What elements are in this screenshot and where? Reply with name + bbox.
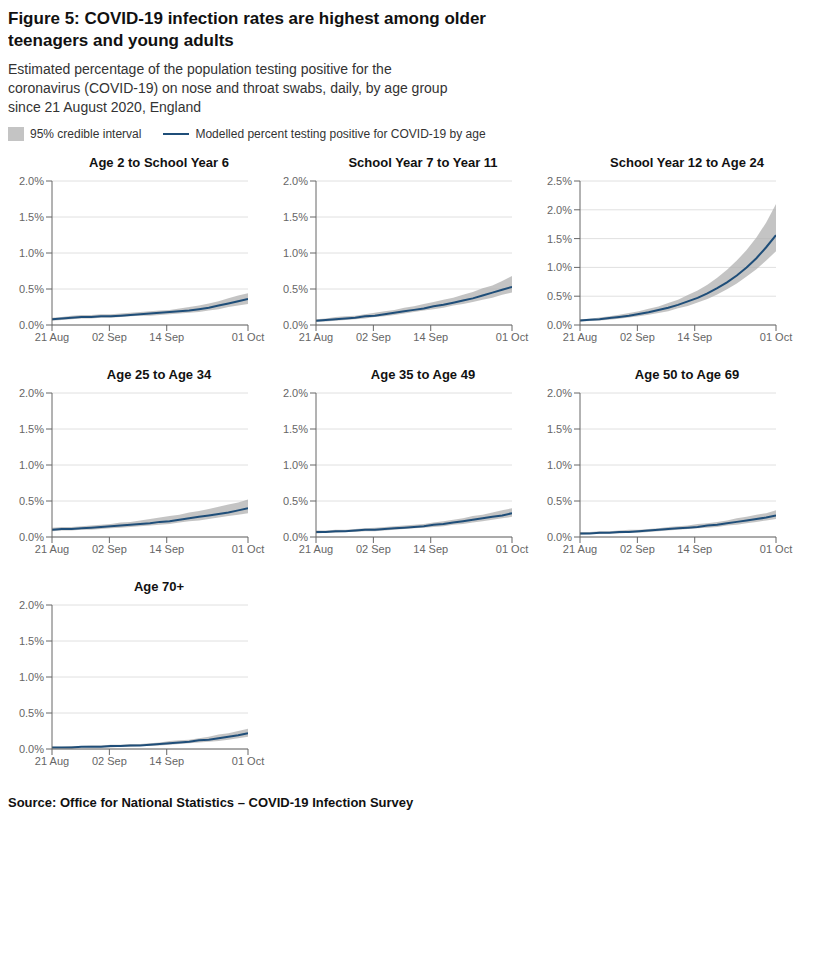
svg-text:01 Oct: 01 Oct: [232, 331, 264, 343]
svg-text:0.0%: 0.0%: [547, 531, 572, 543]
svg-text:01 Oct: 01 Oct: [760, 543, 792, 555]
html-text:School Year 12 to Age 24: School Year 12 to Age 24: [610, 155, 764, 170]
svg-text:01 Oct: 01 Oct: [496, 331, 528, 343]
html-text:Modelled percent testing posit: Modelled percent testing positive for CO…: [195, 127, 486, 141]
svg-text:14 Sep: 14 Sep: [677, 331, 712, 343]
html-text:Age 50 to Age 69: Age 50 to Age 69: [634, 367, 740, 382]
svg-text:0.5%: 0.5%: [19, 283, 44, 295]
svg-text:02 Sep: 02 Sep: [92, 543, 127, 555]
svg-text:2.5%: 2.5%: [547, 175, 572, 187]
svg-text:14 Sep: 14 Sep: [149, 755, 184, 767]
svg-text:1.5%: 1.5%: [19, 423, 44, 435]
svg-text:0.0%: 0.0%: [283, 319, 308, 331]
svg-text:21 Aug: 21 Aug: [35, 755, 69, 767]
html-text:School Year 7 to Year 11: School Year 7 to Year 11: [348, 155, 498, 170]
svg-text:1.5%: 1.5%: [19, 211, 44, 223]
html-text:Age 35 to Age 49: Age 35 to Age 49: [370, 367, 476, 382]
svg-text:1.0%: 1.0%: [19, 247, 44, 259]
svg-text:21 Aug: 21 Aug: [35, 543, 69, 555]
svg-text:02 Sep: 02 Sep: [620, 543, 655, 555]
svg-text:0.0%: 0.0%: [19, 531, 44, 543]
html-text:Age 2 to School Year 6: Age 2 to School Year 6: [89, 155, 229, 170]
svg-text:0.5%: 0.5%: [283, 495, 308, 507]
svg-text:14 Sep: 14 Sep: [149, 331, 184, 343]
html-text:Figure 5: COVID-19 infection r: Figure 5: COVID-19 infection rates are h…: [8, 9, 486, 50]
svg-text:1.5%: 1.5%: [19, 635, 44, 647]
svg-text:0.0%: 0.0%: [547, 319, 572, 331]
svg-text:02 Sep: 02 Sep: [92, 331, 127, 343]
svg-text:0.0%: 0.0%: [19, 319, 44, 331]
svg-text:01 Oct: 01 Oct: [232, 755, 264, 767]
svg-text:0.5%: 0.5%: [283, 283, 308, 295]
svg-text:0.0%: 0.0%: [19, 743, 44, 755]
svg-text:0.0%: 0.0%: [283, 531, 308, 543]
svg-text:1.5%: 1.5%: [547, 233, 572, 245]
svg-text:1.5%: 1.5%: [283, 423, 308, 435]
svg-text:1.0%: 1.0%: [19, 459, 44, 471]
svg-text:1.0%: 1.0%: [19, 671, 44, 683]
svg-text:2.0%: 2.0%: [547, 204, 572, 216]
svg-text:02 Sep: 02 Sep: [92, 755, 127, 767]
svg-text:0.5%: 0.5%: [19, 707, 44, 719]
svg-text:02 Sep: 02 Sep: [356, 543, 391, 555]
svg-text:0.5%: 0.5%: [547, 495, 572, 507]
svg-text:01 Oct: 01 Oct: [496, 543, 528, 555]
svg-text:14 Sep: 14 Sep: [413, 543, 448, 555]
svg-text:2.0%: 2.0%: [19, 599, 44, 611]
svg-text:1.0%: 1.0%: [547, 261, 572, 273]
svg-text:21 Aug: 21 Aug: [35, 331, 69, 343]
svg-text:21 Aug: 21 Aug: [563, 331, 597, 343]
svg-text:21 Aug: 21 Aug: [563, 543, 597, 555]
html-text:Source: Office for National St: Source: Office for National Statistics –…: [8, 795, 414, 810]
svg-text:2.0%: 2.0%: [283, 387, 308, 399]
svg-text:1.0%: 1.0%: [283, 459, 308, 471]
html-text:Estimated percentage of the po: Estimated percentage of the population t…: [8, 61, 448, 115]
svg-text:21 Aug: 21 Aug: [299, 543, 333, 555]
svg-text:02 Sep: 02 Sep: [620, 331, 655, 343]
svg-text:14 Sep: 14 Sep: [677, 543, 712, 555]
svg-text:0.5%: 0.5%: [547, 290, 572, 302]
svg-text:14 Sep: 14 Sep: [149, 543, 184, 555]
svg-text:1.0%: 1.0%: [283, 247, 308, 259]
svg-text:2.0%: 2.0%: [19, 387, 44, 399]
svg-text:01 Oct: 01 Oct: [232, 543, 264, 555]
svg-text:1.5%: 1.5%: [283, 211, 308, 223]
svg-text:2.0%: 2.0%: [547, 387, 572, 399]
html-text:Age 70+: Age 70+: [133, 579, 185, 594]
svg-text:01 Oct: 01 Oct: [760, 331, 792, 343]
svg-text:21 Aug: 21 Aug: [299, 331, 333, 343]
svg-text:14 Sep: 14 Sep: [413, 331, 448, 343]
svg-text:2.0%: 2.0%: [283, 175, 308, 187]
svg-text:0.5%: 0.5%: [19, 495, 44, 507]
html-text:95% credible interval: 95% credible interval: [30, 127, 142, 141]
svg-text:1.5%: 1.5%: [547, 423, 572, 435]
html-text:Age 25 to Age 34: Age 25 to Age 34: [106, 367, 212, 382]
svg-text:02 Sep: 02 Sep: [356, 331, 391, 343]
svg-text:1.0%: 1.0%: [547, 459, 572, 471]
svg-text:2.0%: 2.0%: [19, 175, 44, 187]
